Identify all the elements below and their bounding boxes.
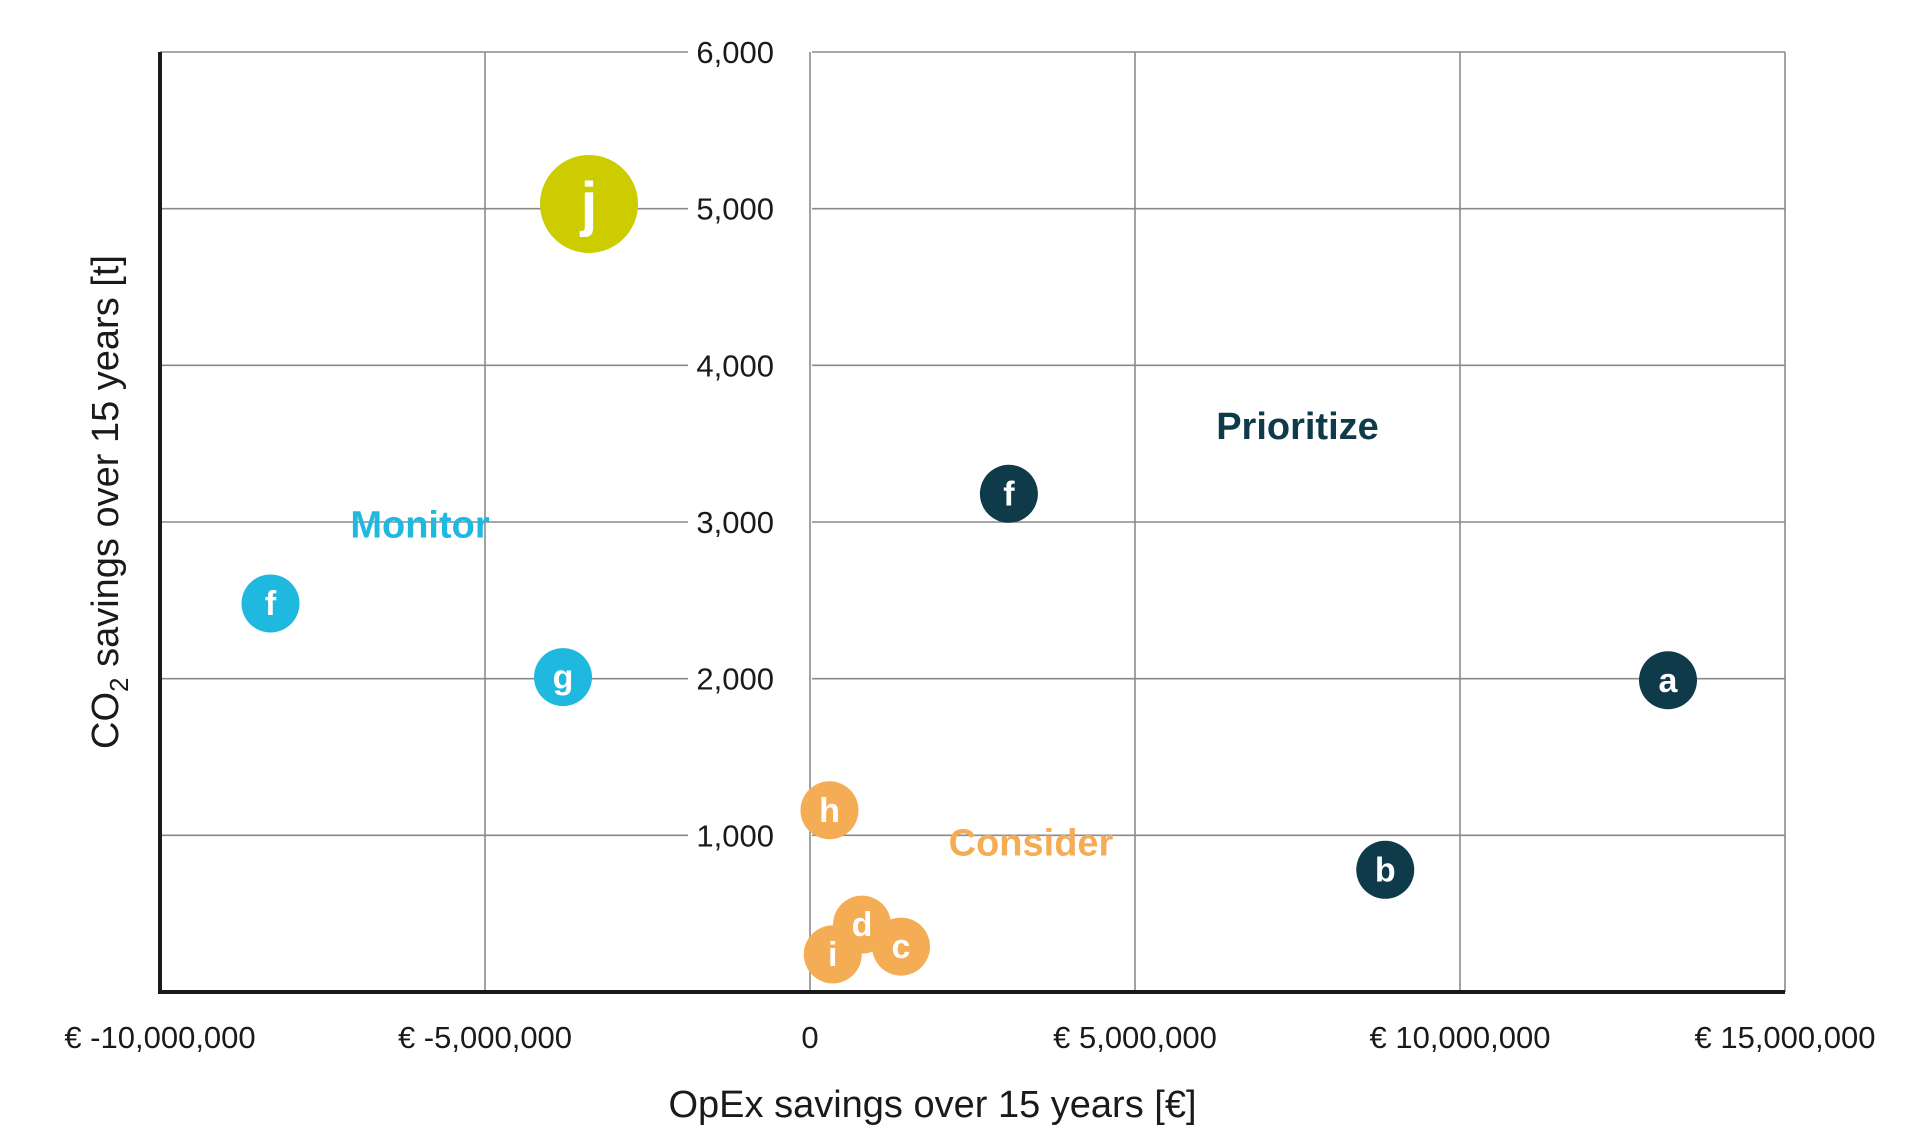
x-tick-label: € 5,000,000: [1053, 1020, 1217, 1055]
y-tick-label: 1,000: [696, 818, 774, 853]
data-point-label: j: [580, 170, 598, 237]
data-point-f: f: [241, 574, 300, 633]
y-axis-title: CO2 savings over 15 years [t]: [85, 255, 134, 749]
data-point-marker: [1356, 840, 1415, 899]
data-point-i: i: [803, 925, 862, 984]
axes: [158, 52, 1785, 994]
grid-lines: [160, 51, 1786, 992]
data-point-label: d: [852, 906, 873, 944]
y-axis-title-subscript: 2: [104, 677, 134, 691]
x-tick-label: 0: [801, 1020, 818, 1055]
data-points: j f f g a h b dc i: [241, 154, 1697, 984]
data-point-c: c: [872, 917, 930, 976]
x-tick-label: € 10,000,000: [1369, 1020, 1550, 1055]
data-point-marker: [872, 917, 930, 976]
data-point-label: g: [553, 659, 574, 697]
y-tick-label: 6,000: [696, 35, 774, 70]
region-labels: Prioritize Monitor Consider: [350, 406, 1378, 865]
data-point-label: a: [1659, 662, 1679, 700]
x-tick-label: € -5,000,000: [398, 1020, 572, 1055]
data-point-marker: [534, 648, 592, 707]
region-label-prioritize: Prioritize: [1216, 406, 1379, 448]
x-tick-label: € 15,000,000: [1694, 1020, 1875, 1055]
data-point-label: h: [819, 792, 840, 830]
region-label-consider: Consider: [949, 823, 1114, 865]
x-tick-label: € -10,000,000: [64, 1020, 255, 1055]
data-point-marker: [979, 464, 1038, 523]
region-label-monitor: Monitor: [350, 505, 490, 547]
y-tick-label: 2,000: [696, 662, 774, 697]
data-point-j: j: [540, 154, 638, 253]
data-point-a: a: [1639, 651, 1697, 710]
data-point-b: b: [1356, 840, 1415, 899]
data-point-f: f: [979, 464, 1038, 523]
data-point-marker: [803, 925, 862, 984]
data-point-marker: [241, 574, 300, 633]
data-point-label: f: [265, 585, 277, 623]
data-point-marker: [540, 154, 638, 253]
data-point-marker: [800, 781, 859, 840]
x-tick-labels: € -10,000,000 € -5,000,000 0 € 5,000,000 € 1…: [64, 1020, 1875, 1055]
y-tick-label: 3,000: [696, 505, 774, 540]
data-point-label: f: [1003, 475, 1015, 513]
data-point-label: i: [828, 936, 837, 974]
y-axis-title-main: CO: [85, 692, 127, 749]
data-point-label: c: [892, 928, 911, 966]
y-tick-labels: 1,000 2,000 3,000 4,000 5,000 6,000: [696, 35, 774, 853]
data-point-g: g: [534, 648, 592, 707]
y-tick-label: 5,000: [696, 192, 774, 227]
x-axis-title: OpEx savings over 15 years [€]: [668, 1084, 1196, 1126]
data-point-h: h: [800, 781, 859, 840]
y-tick-label: 4,000: [696, 348, 774, 383]
y-axis-title-rest: savings over 15 years [t]: [85, 255, 127, 677]
data-point-marker: [1639, 651, 1697, 710]
data-point-label: b: [1375, 851, 1396, 889]
